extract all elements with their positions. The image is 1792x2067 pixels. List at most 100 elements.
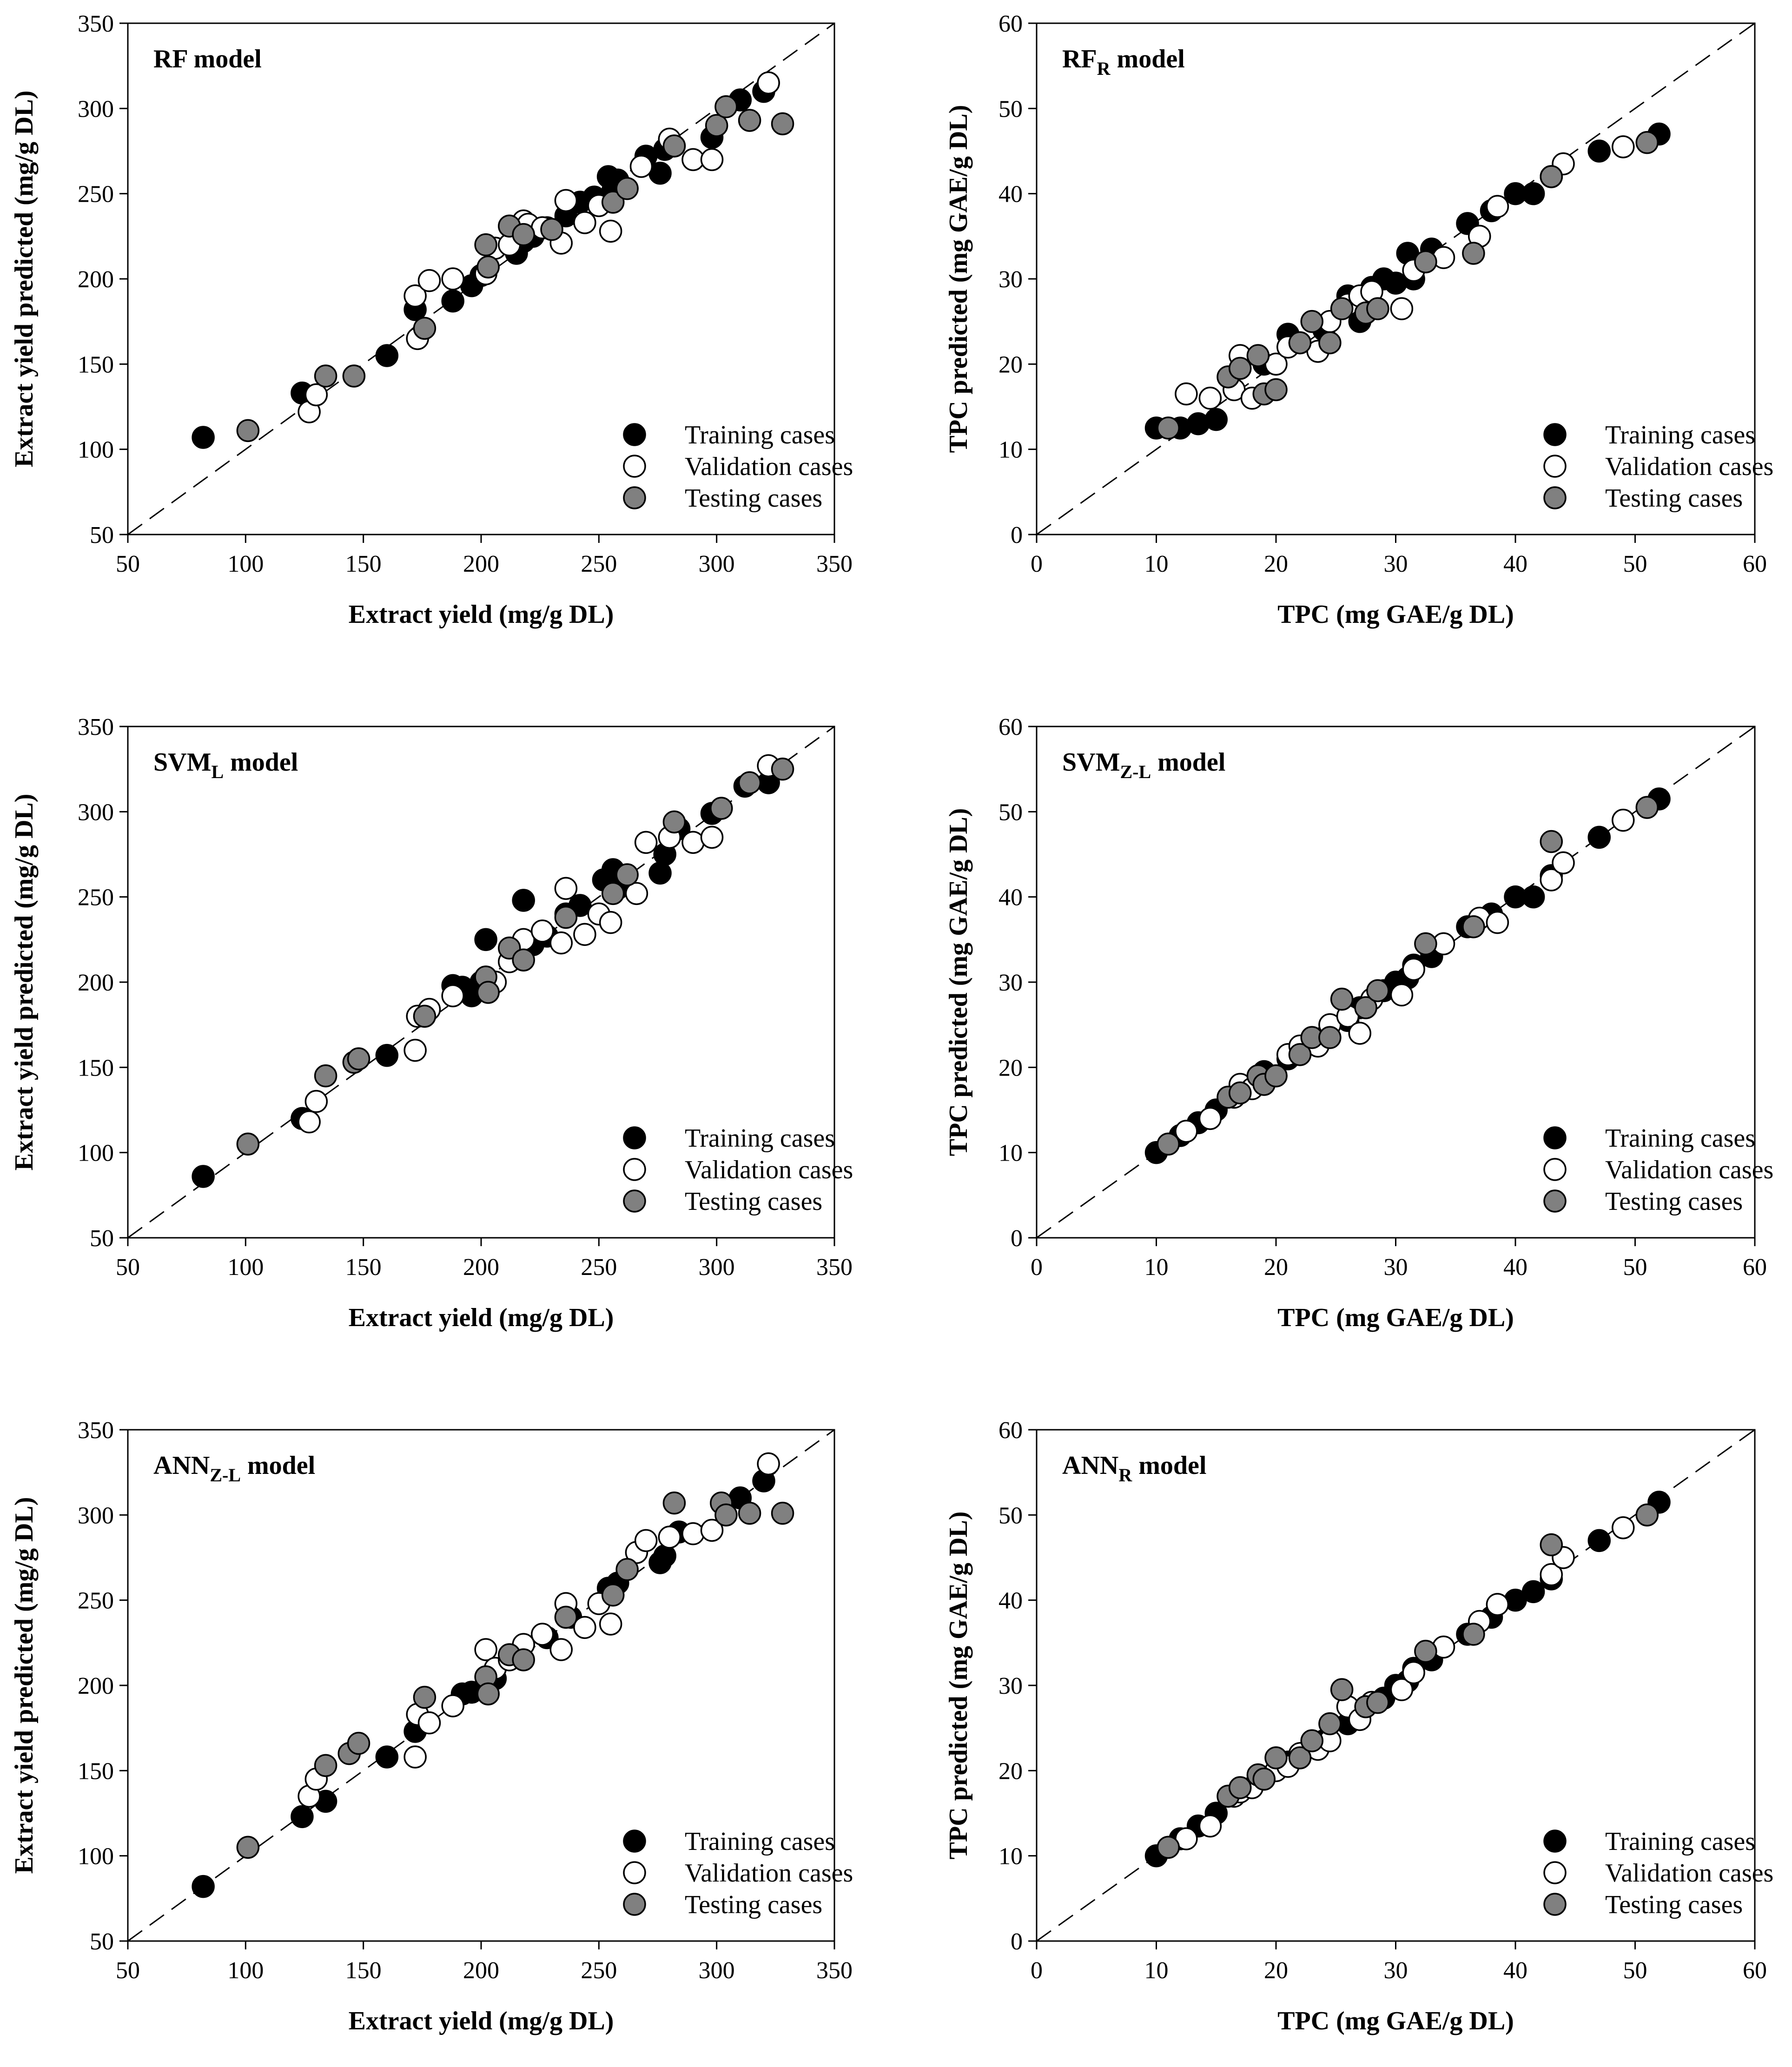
panel-title-main: RF: [1062, 45, 1097, 73]
validation-point: [625, 882, 648, 905]
validation-point: [634, 1529, 658, 1552]
legend-label-validation: Validation cases: [685, 1859, 853, 1888]
testing-point: [1540, 1533, 1563, 1557]
chart-panel-2: 00 10 10 20 20 30 30 40 40 50 50 60 60 TPC (mg GAE/g …: [944, 11, 1773, 629]
x-tick-label: 250: [581, 1254, 617, 1281]
testing-point: [1300, 1729, 1323, 1752]
testing-point: [1318, 331, 1342, 355]
testing-point: [1635, 1503, 1659, 1527]
training-point: [1521, 182, 1545, 205]
validation-point: [549, 1638, 573, 1661]
legend-marker-training: [623, 423, 646, 446]
x-tick-label: 350: [816, 1254, 853, 1281]
testing-point: [615, 863, 639, 886]
panel-title: RF model: [153, 45, 262, 73]
y-axis-label: TPC predicted (mg GAE/g DL): [944, 105, 973, 453]
testing-point: [601, 882, 625, 905]
y-tick-label: 50: [998, 799, 1023, 825]
testing-point: [1288, 1746, 1312, 1770]
panel-title-main: SVM: [1062, 748, 1120, 777]
series-testing: [236, 1491, 794, 1859]
y-tick-label: 100: [78, 1140, 114, 1167]
series-testing: [1157, 796, 1659, 1156]
y-tick-label: 250: [78, 885, 114, 911]
validation-point: [573, 923, 596, 946]
testing-point: [476, 255, 500, 279]
testing-point: [474, 233, 497, 257]
y-tick-label: 100: [78, 437, 114, 463]
series-validation: [1175, 1516, 1635, 1850]
y-axis-label: Extract yield predicted (mg/g DL): [10, 91, 39, 468]
training-point: [1587, 825, 1611, 849]
y-tick-label: 10: [998, 437, 1023, 463]
testing-point: [1462, 915, 1485, 938]
y-tick-label: 300: [78, 1502, 114, 1529]
panel-title-subscript: L: [211, 761, 224, 782]
y-tick-label: 150: [78, 1758, 114, 1784]
y-tick-label: 40: [998, 181, 1023, 208]
validation-point: [634, 831, 658, 854]
validation-point: [1198, 1107, 1222, 1130]
legend-marker-training: [623, 1126, 646, 1149]
legend: Training cases Validation cases Testing ca…: [623, 421, 853, 513]
series-validation: [298, 1452, 780, 1808]
testing-point: [1264, 1746, 1288, 1770]
legend: Training cases Validation cases Testing ca…: [1543, 1124, 1773, 1216]
validation-point: [629, 155, 653, 178]
validation-point: [417, 269, 441, 292]
x-tick-label: 200: [463, 1957, 499, 1984]
legend-label-training: Training cases: [685, 421, 835, 449]
x-tick-label: 300: [699, 1254, 735, 1281]
testing-point: [476, 981, 500, 1004]
y-tick-label: 200: [78, 1673, 114, 1699]
validation-point: [681, 831, 705, 854]
testing-point: [1330, 1678, 1354, 1701]
testing-point: [1229, 1776, 1252, 1799]
testing-point: [476, 1682, 500, 1706]
legend-marker-validation: [1543, 1861, 1567, 1884]
x-tick-label: 30: [1384, 551, 1408, 577]
y-tick-label: 30: [998, 266, 1023, 293]
validation-point: [757, 71, 780, 95]
panel-title: SVML model: [153, 748, 298, 782]
training-point: [192, 1165, 215, 1188]
x-tick-label: 60: [1743, 551, 1767, 577]
x-tick-label: 20: [1264, 1254, 1288, 1281]
series-testing: [236, 757, 794, 1156]
testing-point: [1157, 1836, 1180, 1859]
validation-point: [599, 1612, 622, 1636]
x-tick-label: 40: [1503, 1254, 1527, 1281]
training-point: [375, 344, 399, 367]
training-point: [1587, 1529, 1611, 1552]
x-tick-label: 10: [1144, 551, 1169, 577]
panel-title-rest: model: [241, 1451, 315, 1480]
testing-point: [1540, 165, 1563, 188]
x-tick-label: 300: [699, 1957, 735, 1984]
x-axis-label: TPC (mg GAE/g DL): [1277, 2007, 1514, 2035]
testing-point: [1264, 1064, 1288, 1088]
validation-point: [549, 931, 573, 955]
validation-point: [441, 984, 464, 1008]
x-tick-label: 50: [116, 551, 140, 577]
testing-point: [714, 1503, 738, 1527]
legend-marker-testing: [623, 1893, 646, 1916]
validation-point: [403, 1745, 427, 1769]
panel-title-main: SVM: [153, 748, 211, 777]
y-tick-label: 300: [78, 799, 114, 825]
testing-point: [615, 1558, 639, 1581]
validation-point: [658, 1525, 681, 1549]
testing-point: [662, 810, 686, 834]
testing-point: [1414, 932, 1437, 956]
training-point: [1587, 139, 1611, 163]
x-tick-label: 10: [1144, 1254, 1169, 1281]
testing-point: [236, 1836, 260, 1859]
x-tick-label: 30: [1384, 1254, 1408, 1281]
legend-marker-testing: [1543, 1189, 1567, 1213]
x-tick-label: 250: [581, 1957, 617, 1984]
x-tick-label: 350: [816, 551, 853, 577]
training-point: [192, 426, 215, 449]
validation-point: [403, 1038, 427, 1062]
legend-label-training: Training cases: [1605, 1827, 1755, 1856]
